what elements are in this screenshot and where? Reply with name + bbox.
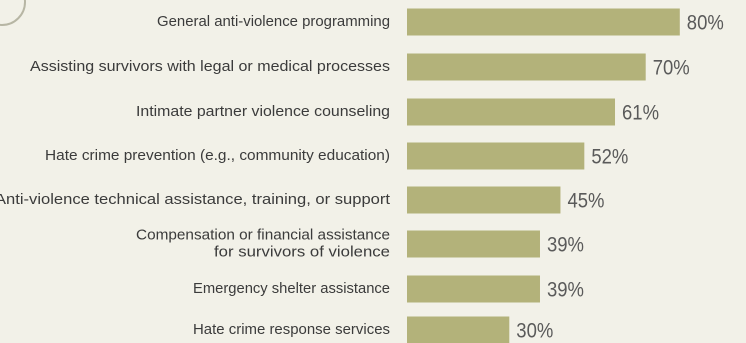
category-label: Hate crime prevention (e.g., community e… [45,148,390,164]
bar [407,53,646,81]
category-label: General anti-violence programming [157,14,390,30]
value-label: 80% [687,12,724,35]
category-label: Intimate partner violence counseling [136,104,390,120]
value-label: 61% [622,102,659,125]
bar [407,230,540,258]
value-label: 70% [653,57,690,80]
bar [407,316,510,343]
value-label: 39% [547,234,584,257]
category-label: Compensation or financial assistance [136,228,390,244]
bar [407,275,540,303]
category-label: Assisting survivors with legal or medica… [30,59,390,75]
value-label: 39% [547,279,584,302]
bar-row: Hate crime response services 30% [193,316,553,343]
bar-row: Assisting survivors with legal or medica… [30,53,690,81]
bar [407,186,561,214]
category-label: for survivors of violence [214,245,390,261]
category-label: Anti-violence technical assistance, trai… [0,192,390,208]
value-label: 45% [567,190,604,213]
category-label: Hate crime response services [193,322,390,338]
category-label: Emergency shelter assistance [193,281,390,297]
value-label: 30% [516,320,553,343]
value-label: 52% [591,146,628,169]
bar-row: Emergency shelter assistance 39% [193,275,584,303]
bar [407,142,585,170]
bar-row: Hate crime prevention (e.g., community e… [45,142,628,170]
bar-row: Compensation or financial assistancefor … [136,228,584,261]
bar [407,98,616,126]
bar-row: Anti-violence technical assistance, trai… [0,186,604,214]
bar [407,8,680,36]
bar-row: Intimate partner violence counseling 61% [136,98,659,126]
bar-row: General anti-violence programming 80% [157,8,724,36]
